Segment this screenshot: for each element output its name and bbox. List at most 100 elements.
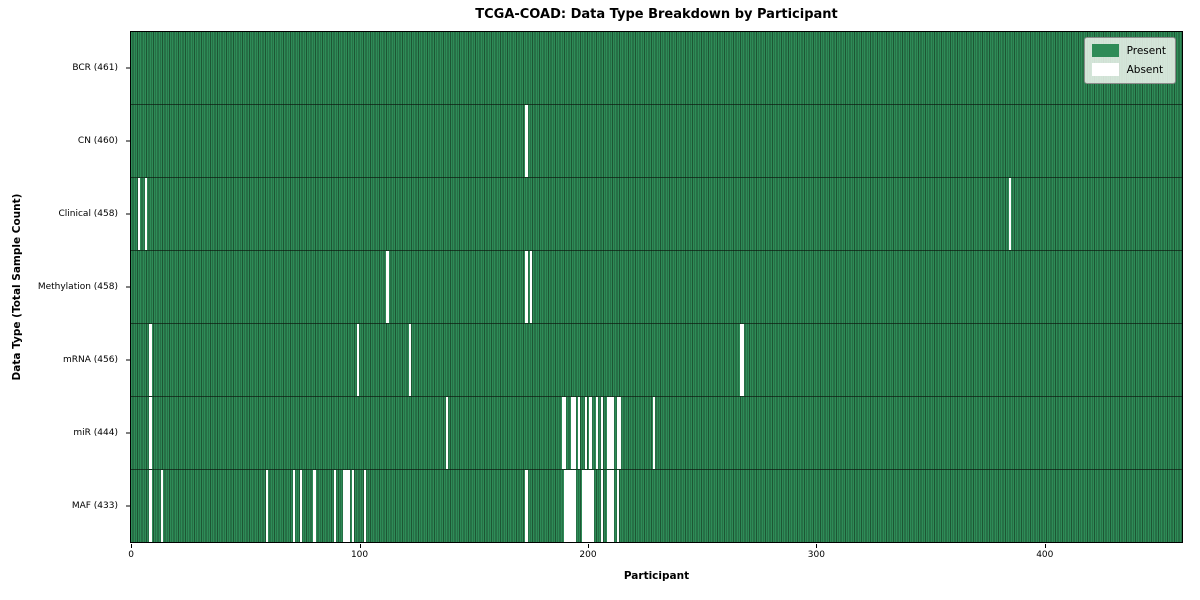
x-axis-ticks: 0 100 200 300 400	[128, 543, 1183, 565]
y-tick-mark	[126, 140, 130, 142]
absent-stripe	[333, 470, 337, 542]
absent-stripe	[363, 470, 366, 542]
y-tick-label: miR (444)	[73, 428, 118, 439]
absent-stripe	[564, 397, 567, 469]
absent-stripe	[741, 324, 745, 396]
present-swatch-icon	[1091, 44, 1119, 57]
y-axis-ticks: BCR (461) CN (460) Clinical (458) Methylati…	[0, 31, 130, 543]
absent-stripe	[386, 251, 389, 323]
y-tick-mark	[126, 286, 130, 288]
absent-stripe	[653, 397, 656, 469]
y-tick-mark	[126, 67, 130, 69]
absent-stripe	[265, 470, 268, 542]
legend-label-present: Present	[1126, 44, 1166, 57]
x-tick-mark	[1044, 544, 1046, 548]
absent-stripe	[566, 470, 569, 542]
y-tick-label: Clinical (458)	[58, 208, 118, 219]
y-tick-label: BCR (461)	[72, 62, 118, 73]
absent-stripe	[149, 397, 152, 469]
y-tick-label: mRNA (456)	[63, 355, 118, 366]
absent-stripe	[525, 251, 528, 323]
absent-stripe	[571, 397, 574, 469]
row-methylation	[131, 251, 1182, 324]
absent-stripe	[525, 105, 528, 177]
absent-stripe	[144, 178, 147, 250]
absent-stripe	[149, 324, 152, 396]
absent-stripe	[571, 470, 574, 542]
y-tick-mark	[126, 213, 130, 215]
y-tick-mark	[126, 505, 130, 507]
x-tick-label: 200	[579, 550, 597, 560]
absent-stripe	[568, 470, 571, 542]
absent-stripe	[582, 470, 585, 542]
absent-stripe	[586, 470, 590, 542]
row-clinical	[131, 178, 1182, 251]
row-maf	[131, 470, 1182, 542]
absent-stripe	[564, 470, 567, 542]
row-cn	[131, 105, 1182, 178]
absent-stripe	[600, 397, 603, 469]
x-tick-label: 0	[128, 550, 135, 560]
x-tick-label: 100	[350, 550, 369, 560]
absent-stripe	[299, 470, 302, 542]
legend: Present Absent	[1083, 37, 1176, 84]
x-axis-label: Participant	[623, 570, 690, 582]
y-tick-label: CN (460)	[77, 135, 118, 146]
absent-stripe	[345, 470, 348, 542]
absent-stripe	[292, 470, 296, 542]
absent-stripe	[612, 470, 615, 542]
absent-stripe	[137, 178, 141, 250]
x-tick-mark	[816, 544, 818, 548]
legend-entry-absent: Absent	[1091, 63, 1166, 76]
absent-stripe	[352, 470, 355, 542]
chart-title: TCGA-COAD: Data Type Breakdown by Partic…	[475, 7, 838, 22]
absent-stripe	[1008, 178, 1011, 250]
legend-label-absent: Absent	[1126, 63, 1164, 76]
row-mir	[131, 397, 1182, 470]
absent-stripe	[347, 470, 350, 542]
absent-stripe	[409, 324, 412, 396]
absent-stripe	[591, 470, 594, 542]
absent-stripe	[525, 470, 528, 542]
absent-stripe	[356, 324, 359, 396]
absent-stripe	[313, 470, 316, 542]
row-mrna	[131, 324, 1182, 397]
x-tick-label: 400	[1036, 550, 1054, 560]
legend-entry-present: Present	[1091, 44, 1166, 57]
row-bcr	[131, 32, 1182, 105]
absent-stripe	[589, 470, 592, 542]
absent-stripe	[584, 397, 587, 469]
absent-stripe	[609, 397, 613, 469]
absent-stripe	[445, 397, 448, 469]
absent-stripe	[149, 470, 152, 542]
absent-stripe	[618, 397, 622, 469]
y-tick-label: MAF (433)	[71, 501, 118, 512]
absent-stripe	[616, 397, 619, 469]
x-tick-mark	[359, 544, 361, 548]
absent-stripe	[739, 324, 742, 396]
absent-stripe	[616, 470, 619, 542]
absent-stripe	[561, 397, 565, 469]
absent-stripe	[573, 470, 576, 542]
plot-area	[130, 31, 1183, 543]
x-tick-mark	[131, 544, 133, 548]
x-tick-mark	[587, 544, 589, 548]
absent-stripe	[529, 251, 533, 323]
absent-stripe	[607, 397, 610, 469]
absent-stripe	[596, 397, 599, 469]
absent-stripe	[609, 470, 613, 542]
absent-stripe	[612, 397, 615, 469]
y-tick-mark	[126, 432, 130, 434]
absent-stripe	[584, 470, 587, 542]
absent-stripe	[343, 470, 346, 542]
absent-stripe	[607, 470, 610, 542]
y-tick-mark	[126, 359, 130, 361]
x-tick-label: 300	[807, 550, 825, 560]
y-tick-label: Methylation (458)	[37, 282, 118, 292]
absent-stripe	[577, 397, 581, 469]
absent-stripe	[589, 397, 592, 469]
absent-stripe	[160, 470, 163, 542]
absent-stripe	[573, 397, 576, 469]
absent-stripe	[600, 470, 603, 542]
